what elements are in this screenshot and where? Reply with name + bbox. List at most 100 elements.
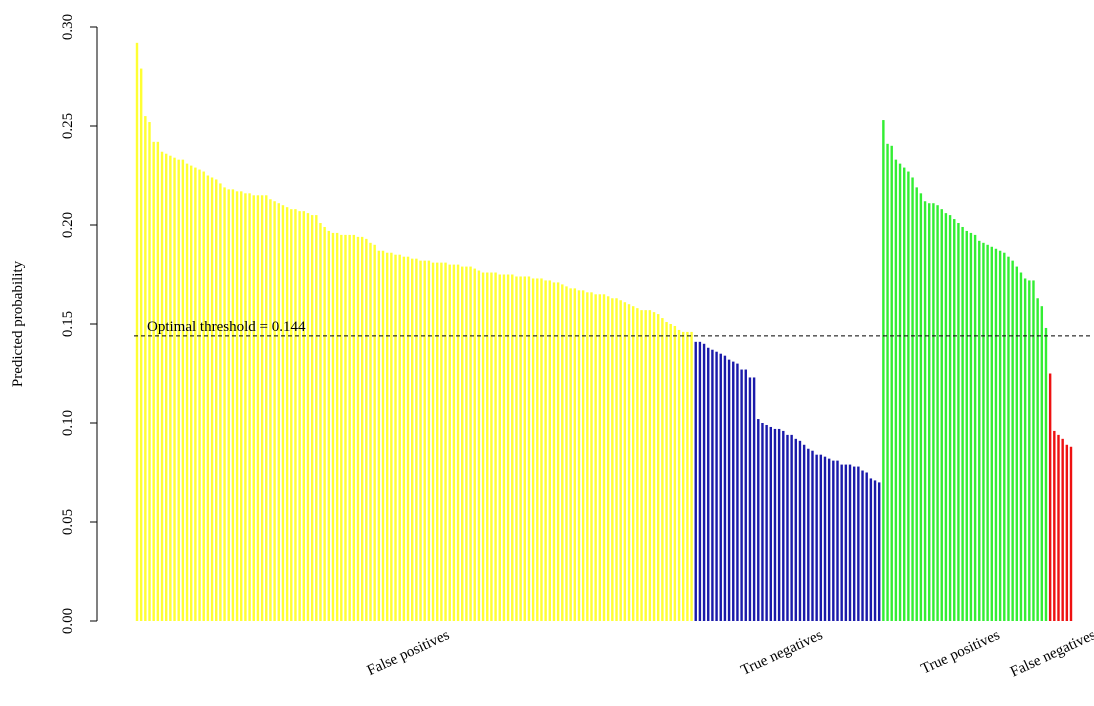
bar-false-positives-71	[427, 260, 431, 621]
bar-false-positives-23	[227, 189, 230, 622]
bar-false-positives-133	[686, 331, 689, 621]
y-tick-label-5: 0.25	[60, 113, 76, 139]
y-tick-label-2: 0.10	[60, 410, 76, 436]
bar-false-positives-81	[469, 266, 472, 621]
bar-true-positives-18	[953, 219, 956, 621]
bar-false-positives-27	[244, 193, 247, 621]
bar-false-positives-85	[486, 272, 489, 621]
bar-false-positives-127	[661, 318, 664, 621]
bar-false-positives-89	[502, 274, 506, 621]
bar-false-positives-125	[652, 312, 656, 621]
bar-true-positives-33	[1015, 266, 1019, 621]
bar-false-positives-113	[602, 294, 606, 621]
bar-true-negatives-11	[736, 363, 739, 621]
bar-false-positives-6	[156, 141, 160, 621]
bar-false-positives-93	[519, 276, 522, 621]
bar-false-positives-128	[665, 322, 668, 621]
bar-false-positives-122	[640, 310, 643, 621]
bar-true-negatives-29	[811, 450, 814, 621]
bar-true-negatives-28	[807, 448, 810, 621]
bar-false-positives-62	[390, 252, 393, 621]
bar-true-negatives-31	[819, 454, 823, 621]
bar-false-positives-59	[377, 250, 381, 622]
bar-true-positives-21	[965, 230, 968, 621]
bar-false-positives-112	[598, 294, 602, 621]
bar-false-positives-13	[185, 163, 189, 621]
bar-true-negatives-25	[794, 438, 798, 621]
bar-false-positives-111	[594, 294, 597, 621]
bar-false-positives-134	[690, 331, 693, 621]
bar-true-negatives-45	[877, 482, 881, 621]
category-label-true-negatives: True negatives	[739, 627, 826, 679]
bar-true-negatives-38	[848, 464, 852, 621]
bar-true-positives-14	[936, 205, 939, 621]
bar-false-positives-45	[319, 223, 322, 621]
bar-false-positives-129	[669, 324, 672, 621]
bar-true-negatives-8	[723, 355, 727, 621]
bar-true-negatives-15	[752, 377, 756, 621]
bar-false-positives-84	[481, 272, 485, 621]
bar-false-positives-119	[627, 304, 631, 621]
bar-true-negatives-33	[827, 458, 831, 621]
bar-false-positives-67	[410, 258, 414, 621]
bar-false-positives-7	[160, 151, 164, 622]
bar-true-negatives-24	[790, 434, 793, 621]
bar-false-positives-82	[473, 268, 476, 621]
bar-true-positives-26	[986, 244, 989, 622]
bar-true-positives-39	[1040, 306, 1044, 621]
bar-false-positives-106	[573, 288, 577, 621]
bar-true-negatives-4	[707, 347, 710, 621]
bar-true-negatives-30	[815, 454, 818, 621]
bar-true-positives-16	[944, 213, 948, 621]
bar-false-positives-124	[648, 310, 652, 621]
bar-false-positives-107	[577, 290, 581, 621]
bar-true-positives-17	[948, 215, 952, 621]
bar-false-positives-2	[139, 68, 143, 621]
bar-false-positives-58	[373, 244, 376, 622]
bar-false-positives-99	[544, 280, 547, 621]
bar-true-negatives-10	[732, 361, 735, 621]
bar-false-positives-50	[340, 234, 343, 621]
bar-false-positives-130	[673, 325, 677, 621]
bar-true-negatives-43	[869, 478, 873, 621]
bar-false-negatives-3	[1057, 434, 1060, 621]
bar-true-negatives-20	[773, 428, 777, 621]
bar-false-negatives-5	[1065, 444, 1069, 621]
y-axis: 0.00 0.05 0.10 0.15 0.20 0.25 0.30	[60, 14, 98, 634]
bar-false-positives-103	[561, 284, 564, 621]
threshold-label: Optimal threshold = 0.144	[147, 319, 306, 335]
bar-false-positives-116	[615, 298, 618, 621]
bar-false-positives-12	[181, 159, 185, 621]
bar-true-negatives-35	[836, 460, 839, 621]
bar-false-positives-76	[448, 264, 451, 621]
bar-false-positives-46	[323, 226, 326, 622]
bar-false-positives-100	[548, 280, 552, 621]
bar-false-positives-70	[423, 260, 426, 621]
bar-false-positives-110	[590, 292, 593, 621]
bar-false-positives-3	[144, 116, 147, 621]
bar-false-positives-20	[215, 179, 218, 621]
bar-true-negatives-9	[727, 359, 731, 621]
bar-false-positives-126	[657, 314, 660, 621]
bar-true-positives-15	[940, 209, 943, 621]
bar-false-positives-25	[235, 191, 239, 621]
bar-false-positives-108	[581, 290, 585, 621]
bar-true-negatives-3	[702, 343, 706, 621]
bar-false-positives-104	[565, 286, 568, 621]
bar-false-positives-91	[511, 274, 514, 621]
bar-false-positives-11	[177, 159, 180, 621]
bar-true-positives-34	[1019, 272, 1023, 621]
bar-false-positives-72	[431, 262, 435, 621]
bar-false-positives-79	[461, 266, 464, 621]
y-tick-label-4: 0.20	[60, 212, 76, 238]
bar-true-positives-30	[1003, 252, 1006, 621]
bar-false-positives-8	[164, 153, 168, 621]
bar-true-positives-25	[982, 242, 985, 621]
bar-false-positives-98	[540, 278, 543, 621]
bar-false-positives-105	[569, 288, 572, 621]
bar-false-positives-75	[444, 262, 447, 621]
bar-true-negatives-13	[744, 369, 747, 621]
bar-false-positives-87	[494, 272, 497, 621]
bar-true-negatives-41	[861, 470, 864, 621]
